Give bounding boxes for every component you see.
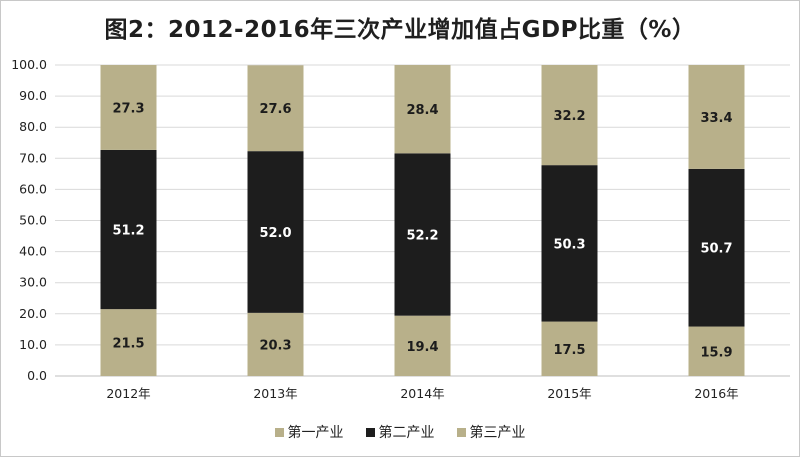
- data-label: 52.0: [259, 226, 291, 241]
- legend-label-secondary: 第二产业: [378, 425, 435, 441]
- bar-segment: [688, 168, 745, 327]
- bar-segment: [688, 326, 745, 376]
- legend-swatch-primary: [274, 427, 284, 437]
- chart-title: 图2：2012-2016年三次产业增加值占GDP比重（%）: [104, 17, 696, 43]
- bar-segment: [541, 321, 598, 376]
- bar-segment: [247, 312, 304, 376]
- x-tick-label: 2016年: [694, 386, 738, 401]
- data-label: 19.4: [406, 340, 438, 355]
- data-label: 50.3: [553, 237, 585, 252]
- legend-label-primary: 第一产业: [287, 425, 344, 441]
- y-axis-ticks: 0.0 10.0 20.0 30.0 40.0 50.0 60.0 70.0 80.0 90.0 1…: [11, 57, 47, 383]
- y-tick-label: 60.0: [19, 181, 47, 196]
- legend-swatch-secondary: [365, 427, 375, 437]
- bar-segment: [394, 153, 451, 316]
- data-label: 32.2: [553, 109, 585, 124]
- legend-label-tertiary: 第三产业: [469, 425, 526, 441]
- bar-segment: [100, 149, 157, 310]
- data-label: 50.7: [700, 242, 732, 257]
- legend-item-tertiary: 第三产业: [456, 422, 526, 442]
- y-tick-label: 40.0: [19, 244, 47, 259]
- legend-item-primary: 第一产业: [274, 422, 344, 442]
- data-label: 28.4: [406, 103, 438, 118]
- legend-swatch-tertiary: [456, 427, 466, 437]
- bar-segment: [100, 65, 157, 150]
- data-label: 15.9: [700, 345, 732, 360]
- bar-segment: [541, 65, 598, 166]
- y-tick-label: 50.0: [19, 213, 47, 228]
- y-tick-label: 80.0: [19, 119, 47, 134]
- bar-segment: [394, 65, 451, 154]
- bar-segment: [394, 315, 451, 376]
- legend: 第一产业 第二产业 第三产业: [0, 422, 800, 442]
- data-label: 17.5: [553, 343, 585, 358]
- bars-layer: [100, 65, 745, 376]
- y-tick-label: 90.0: [19, 88, 47, 103]
- x-tick-label: 2014年: [400, 386, 444, 401]
- y-tick-label: 100.0: [11, 57, 47, 72]
- data-label: 21.5: [112, 337, 144, 352]
- data-label: 51.2: [112, 224, 144, 239]
- x-tick-label: 2013年: [253, 386, 297, 401]
- bar-segment: [247, 151, 304, 313]
- data-label: 27.6: [259, 102, 291, 117]
- bar-segment: [247, 65, 304, 152]
- y-tick-label: 30.0: [19, 275, 47, 290]
- bar-segment: [688, 65, 745, 169]
- x-tick-label: 2015年: [547, 386, 591, 401]
- legend-item-secondary: 第二产业: [365, 422, 435, 442]
- data-label: 33.4: [700, 111, 732, 126]
- y-tick-label: 10.0: [19, 337, 47, 352]
- x-tick-label: 2012年: [106, 386, 150, 401]
- x-axis-ticks: 2012年 2013年 2014年 2015年 2016年: [106, 386, 738, 401]
- bar-segment: [541, 165, 598, 322]
- data-label: 27.3: [112, 101, 144, 116]
- data-label: 20.3: [259, 338, 291, 353]
- y-tick-label: 70.0: [19, 150, 47, 165]
- bar-segment: [100, 309, 157, 376]
- data-labels-layer: 21.5 51.2 27.3 20.3 52.0 27.6 19.4 52.2 28.4 17.5…: [112, 101, 732, 360]
- y-tick-label: 20.0: [19, 306, 47, 321]
- y-tick-label: 0.0: [27, 368, 47, 383]
- data-label: 52.2: [406, 228, 438, 243]
